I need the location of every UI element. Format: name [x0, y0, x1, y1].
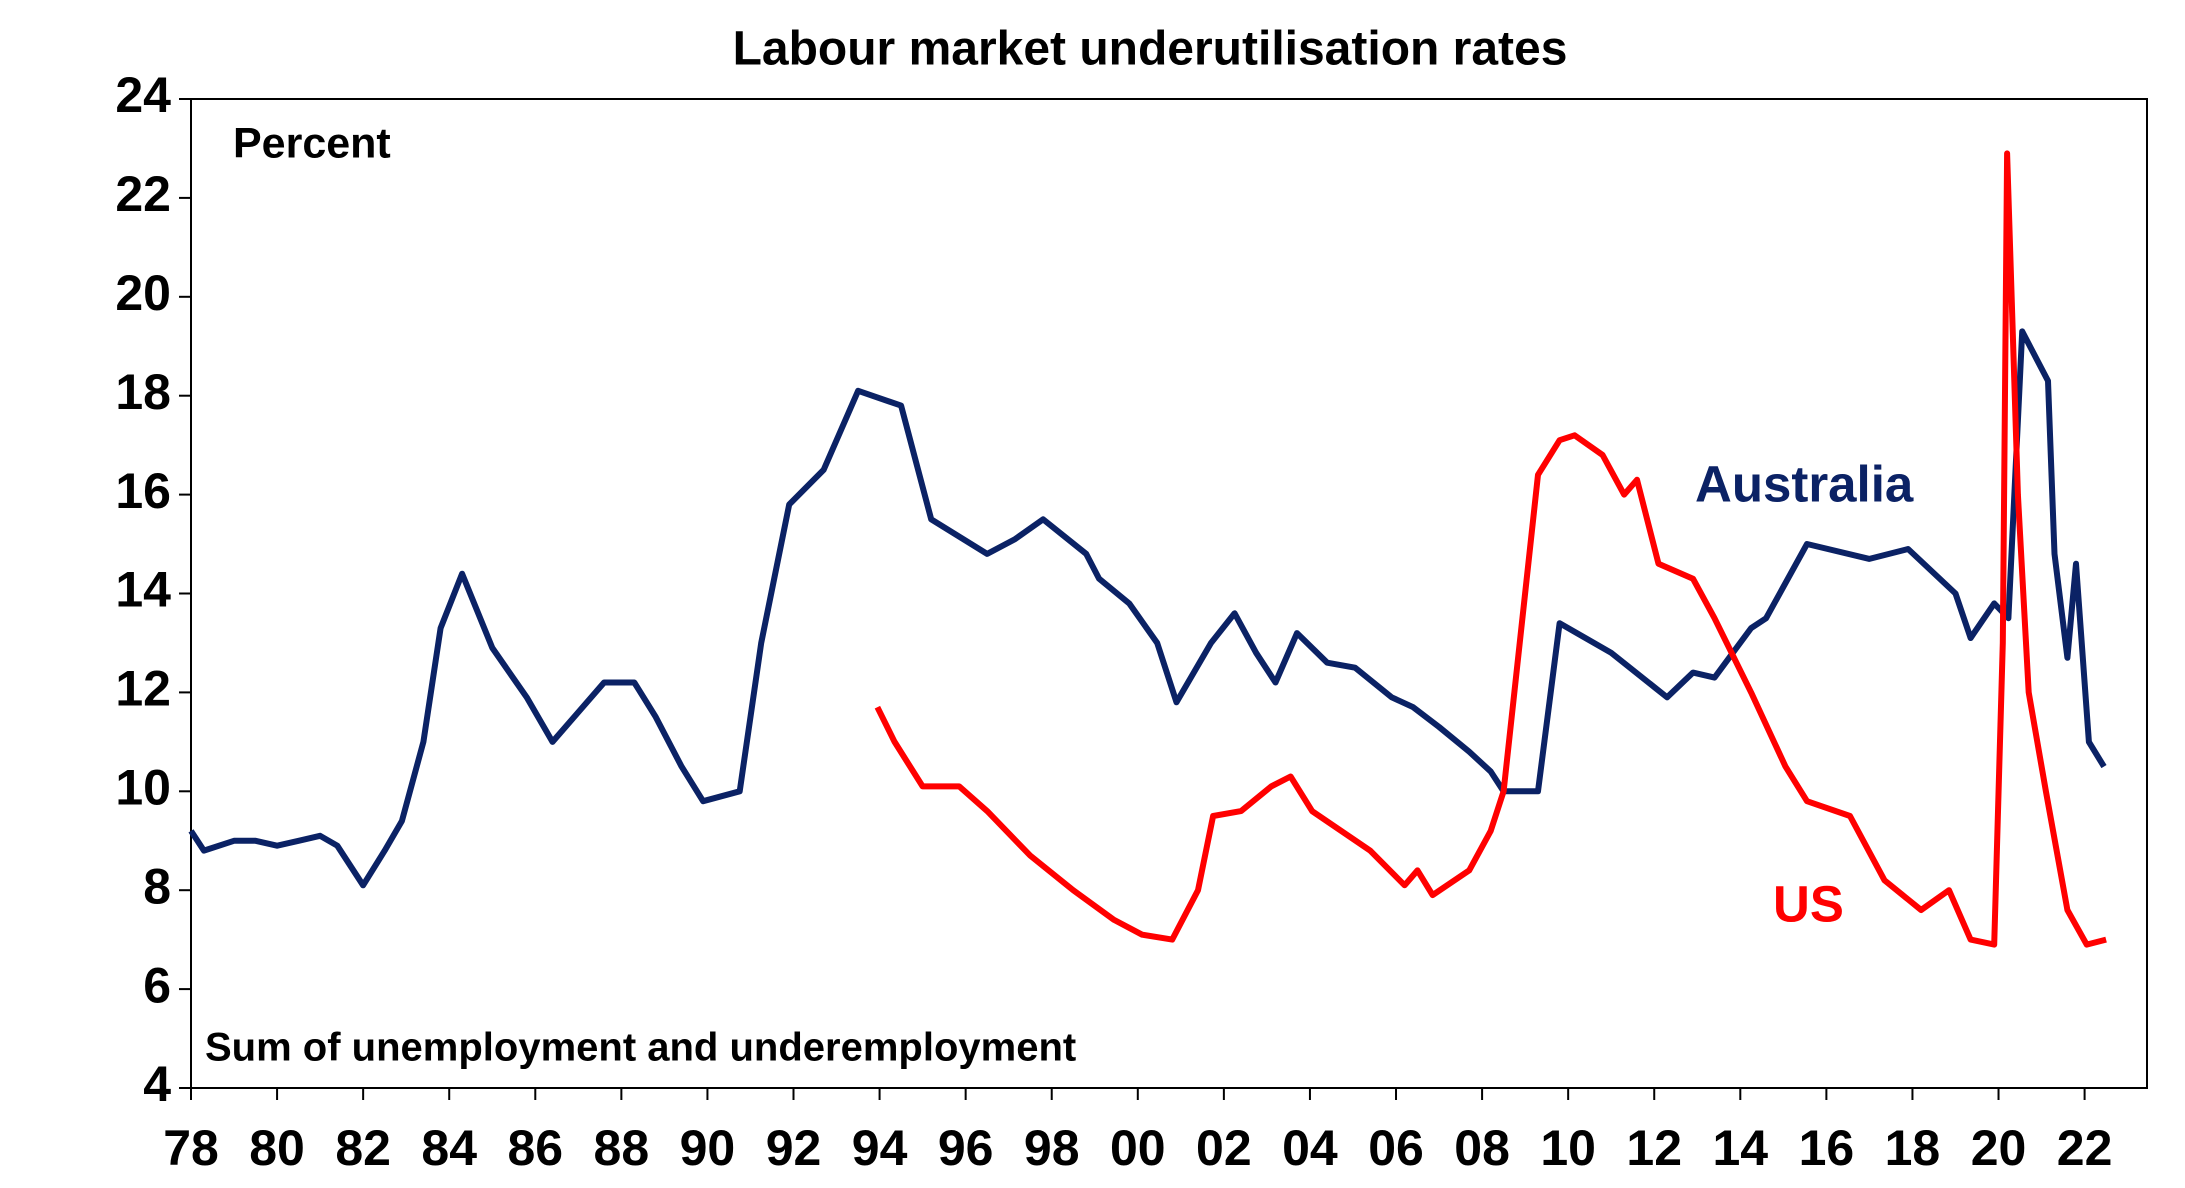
x-tick-label: 14 — [1712, 1120, 1768, 1176]
y-tick-label: 24 — [115, 67, 171, 123]
chart-title: Labour market underutilisation rates — [733, 23, 1568, 76]
x-tick-label: 06 — [1368, 1120, 1424, 1176]
x-tick-label: 02 — [1196, 1120, 1252, 1176]
x-tick-label: 80 — [249, 1120, 305, 1176]
x-tick-label: 82 — [335, 1120, 391, 1176]
x-tick-label: 94 — [852, 1120, 908, 1176]
series-line — [188, 328, 2107, 889]
x-tick-label: 86 — [507, 1120, 563, 1176]
x-tick-label: 04 — [1282, 1120, 1338, 1176]
x-tick-label: 18 — [1885, 1120, 1941, 1176]
x-tick-label: 96 — [938, 1120, 994, 1176]
annotation: Sum of unemployment and underemployment — [205, 1026, 1076, 1070]
y-tick-label: 12 — [115, 661, 171, 717]
y-tick-label: 4 — [143, 1056, 171, 1112]
x-tick-label: 78 — [163, 1120, 219, 1176]
y-tick-label: 6 — [143, 957, 171, 1013]
x-tick-label: 92 — [766, 1120, 822, 1176]
series-label: Australia — [1695, 455, 1914, 512]
y-tick-label: 22 — [115, 166, 171, 222]
x-tick-label: 00 — [1110, 1120, 1166, 1176]
x-tick-label: 98 — [1024, 1120, 1080, 1176]
x-tick-label: 90 — [680, 1120, 736, 1176]
y-tick-label: 14 — [115, 562, 171, 618]
x-tick-label: 10 — [1540, 1120, 1596, 1176]
y-tick-label: 8 — [143, 858, 171, 914]
y-tick-label: 18 — [115, 364, 171, 420]
x-tick-label: 88 — [594, 1120, 650, 1176]
series-line — [874, 150, 2107, 948]
x-tick-label: 16 — [1799, 1120, 1855, 1176]
x-tick-label: 20 — [1971, 1120, 2027, 1176]
y-tick-label: 10 — [115, 760, 171, 816]
y-tick-label: 16 — [115, 463, 171, 519]
series-label: US — [1773, 875, 1844, 932]
annotation: Percent — [233, 119, 391, 167]
x-tick-label: 08 — [1454, 1120, 1510, 1176]
y-tick-label: 20 — [115, 265, 171, 321]
x-tick-label: 12 — [1626, 1120, 1682, 1176]
x-tick-label: 84 — [421, 1120, 477, 1176]
x-tick-label: 22 — [2057, 1120, 2113, 1176]
